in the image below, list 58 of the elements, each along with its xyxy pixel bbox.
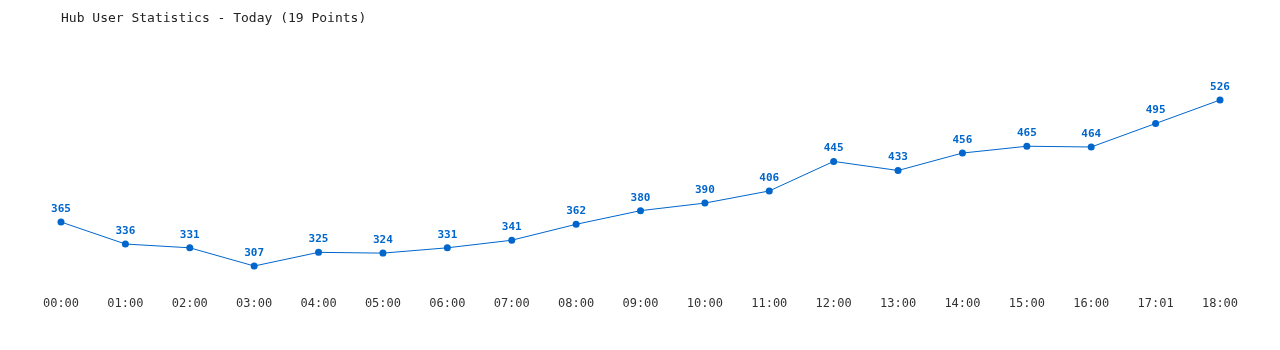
data-label: 331 [179, 227, 201, 241]
data-label: 433 [888, 150, 908, 164]
x-tick-label: 14:00 [944, 296, 981, 310]
point [1023, 142, 1031, 150]
x-tick-label: 03:00 [236, 296, 273, 310]
x-tick-label: 11:00 [751, 296, 788, 310]
data-label: 464 [1081, 127, 1102, 140]
point [572, 220, 580, 228]
x-tick-label: 02:00 [171, 296, 208, 310]
data-label: 456 [952, 133, 973, 147]
data-label: 331 [437, 227, 458, 241]
point [315, 248, 323, 256]
x-tick-label: 18:00 [1201, 296, 1239, 310]
data-label: 406 [759, 170, 780, 184]
data-label: 365 [51, 202, 71, 216]
x-tick-label: 00:00 [42, 296, 80, 310]
chart-title: Hub User Statistics - Today (19 Points) [61, 10, 367, 25]
data-label: 445 [823, 141, 844, 155]
data-label: 390 [694, 183, 715, 197]
point [1152, 120, 1160, 127]
data-label: 341 [501, 220, 523, 234]
point [958, 149, 966, 157]
x-tick-label: 08:00 [558, 296, 595, 310]
point [894, 166, 902, 174]
x-tick-label: 04:00 [300, 296, 337, 310]
x-tick-label: 15:00 [1008, 296, 1045, 310]
point [765, 187, 773, 195]
point [121, 240, 129, 248]
data-label: 324 [373, 233, 394, 247]
point [57, 218, 65, 226]
point [830, 157, 838, 165]
point [250, 262, 258, 270]
data-label: 495 [1145, 103, 1166, 117]
x-tick-label: 13:00 [879, 296, 917, 310]
data-label: 526 [1210, 80, 1231, 93]
point [1087, 143, 1095, 151]
point [1216, 96, 1224, 104]
x-tick-label: 09:00 [622, 296, 659, 310]
x-tick-label: 01:00 [107, 296, 144, 310]
data-label: 465 [1016, 126, 1037, 140]
x-tick-label: 12:00 [815, 296, 852, 310]
x-tick-label: 07:00 [493, 296, 530, 310]
data-label: 307 [244, 246, 265, 259]
point [637, 207, 644, 215]
point [701, 199, 709, 207]
x-tick-label: 17:01 [1137, 296, 1174, 310]
data-label: 380 [630, 190, 651, 204]
point [508, 236, 516, 244]
data-label: 325 [308, 232, 329, 246]
point [379, 249, 387, 257]
data-label: 336 [115, 224, 136, 238]
x-tick-label: 06:00 [429, 296, 466, 310]
data-label: 362 [566, 204, 587, 218]
x-tick-label: 16:00 [1073, 296, 1110, 310]
x-tick-label: 05:00 [364, 296, 402, 310]
point [186, 244, 194, 252]
x-tick-label: 10:00 [686, 296, 723, 310]
point [443, 244, 451, 252]
